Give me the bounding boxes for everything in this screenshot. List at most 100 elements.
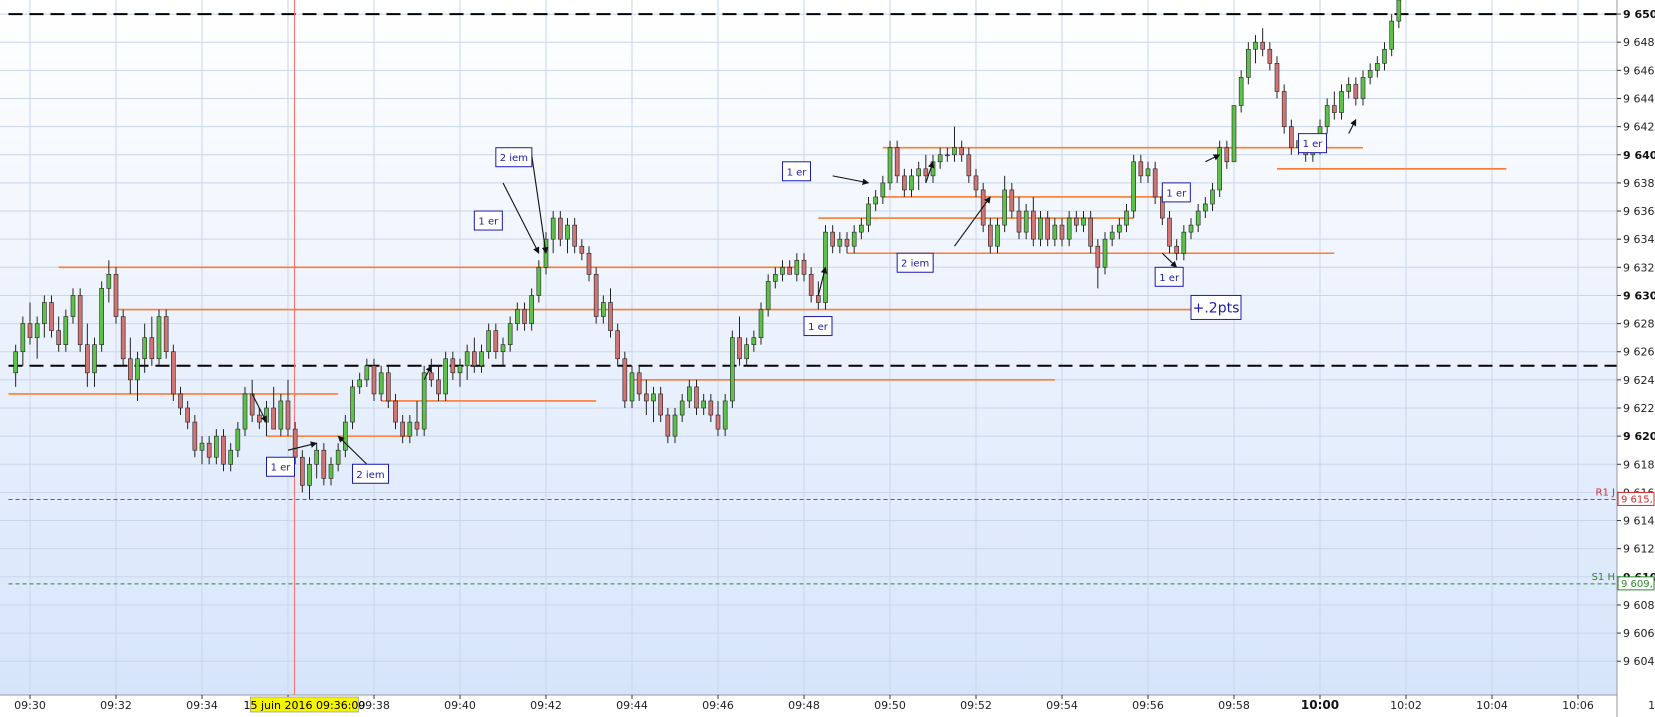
candle	[558, 211, 563, 247]
candle	[1167, 211, 1172, 254]
candle-body	[357, 379, 362, 388]
candle-body	[515, 309, 520, 324]
candle-body	[1382, 48, 1387, 64]
candle-body	[242, 393, 248, 430]
candle-body	[135, 358, 140, 381]
candle-body	[292, 428, 298, 458]
candle	[873, 189, 878, 212]
candle-body	[1246, 48, 1251, 78]
time-tick-label: 09:48	[788, 699, 820, 712]
candle	[1389, 14, 1394, 57]
candle	[995, 218, 1000, 254]
candle	[479, 344, 484, 373]
annotation-frame	[1298, 133, 1327, 154]
candle-body	[1346, 84, 1351, 92]
candle-body	[163, 316, 169, 353]
candle-body	[1074, 217, 1079, 226]
candle-body	[457, 365, 463, 374]
candle-body	[1109, 231, 1115, 240]
candle	[1045, 211, 1050, 247]
annotation-boxes[interactable]: 1 er 2 iem 1 er 2 iem 1 er 1 er 2 iem 1 er 1 er +…	[266, 133, 1327, 484]
candle	[378, 365, 384, 401]
level-price-text: 9 609,	[1621, 579, 1653, 590]
candle	[407, 415, 413, 444]
annotation-frame	[782, 161, 811, 182]
candle	[586, 246, 592, 282]
candle-body	[214, 435, 219, 458]
axis-background	[1617, 0, 1655, 717]
candles[interactable]	[13, 0, 1402, 500]
candle-body	[758, 309, 764, 338]
level-price-text: 9 615,	[1621, 494, 1653, 505]
candle-body	[1274, 63, 1280, 92]
candle-body	[1038, 217, 1043, 240]
annotation-arrow	[1348, 118, 1357, 134]
candle-body	[1081, 217, 1086, 226]
candle	[801, 253, 807, 282]
candle-body	[414, 421, 420, 430]
annotation-box: 1 er	[266, 456, 295, 477]
candle	[314, 443, 319, 479]
candle	[228, 443, 233, 472]
candle	[1117, 218, 1122, 240]
price-tick-label: 9 638	[1623, 177, 1655, 190]
candle	[321, 443, 327, 486]
candle-body	[156, 316, 162, 360]
annotation-box: 1 er	[782, 161, 811, 182]
candle-body	[77, 295, 83, 345]
price-tick-label: 9 604	[1623, 655, 1655, 668]
candle	[622, 351, 628, 408]
annotation-frame	[1190, 294, 1242, 320]
candle	[837, 232, 843, 254]
candle	[529, 288, 534, 331]
candle-body	[1031, 210, 1036, 240]
candle	[128, 337, 133, 394]
candle-body	[1375, 63, 1380, 71]
candle	[887, 140, 893, 190]
candle	[149, 316, 155, 366]
candle	[171, 344, 176, 401]
price-tick-label: 9 648	[1623, 36, 1655, 49]
candle-body	[421, 372, 427, 430]
candle	[536, 260, 542, 303]
annotation-frame	[266, 456, 295, 477]
candle-body	[1238, 77, 1244, 106]
candle-body	[694, 386, 699, 409]
candle-body	[314, 449, 319, 465]
annotation-arrows	[251, 118, 1357, 465]
candle-body	[192, 421, 198, 451]
candle	[1375, 56, 1380, 78]
candle	[866, 196, 871, 233]
candle	[522, 302, 527, 331]
candle-body	[1267, 48, 1273, 64]
candle	[844, 232, 850, 254]
candle-body	[1045, 217, 1050, 240]
annotation-label: 1 er	[478, 217, 499, 228]
candle-body	[902, 175, 907, 191]
candle-body	[407, 421, 413, 437]
time-axis[interactable]: 09:3009:3209:3409:3609:3809:4009:4209:44…	[0, 694, 1655, 713]
candle	[1138, 154, 1144, 183]
candle	[651, 386, 656, 423]
candle	[765, 274, 771, 317]
candle	[687, 379, 692, 408]
candle	[34, 316, 40, 359]
candle-body	[221, 435, 226, 465]
candle	[1281, 84, 1287, 134]
candle	[335, 443, 341, 472]
candle	[952, 126, 957, 162]
candle	[923, 154, 929, 183]
candle	[429, 358, 434, 387]
candle	[292, 422, 298, 465]
candle	[1016, 196, 1022, 240]
candle-body	[930, 161, 936, 177]
candle-body	[1002, 189, 1007, 226]
candle-body	[486, 330, 491, 353]
candle-body	[1195, 210, 1201, 226]
candle-body	[429, 372, 434, 381]
price-tick-label: 9 618	[1623, 458, 1655, 471]
candle	[1367, 63, 1373, 85]
